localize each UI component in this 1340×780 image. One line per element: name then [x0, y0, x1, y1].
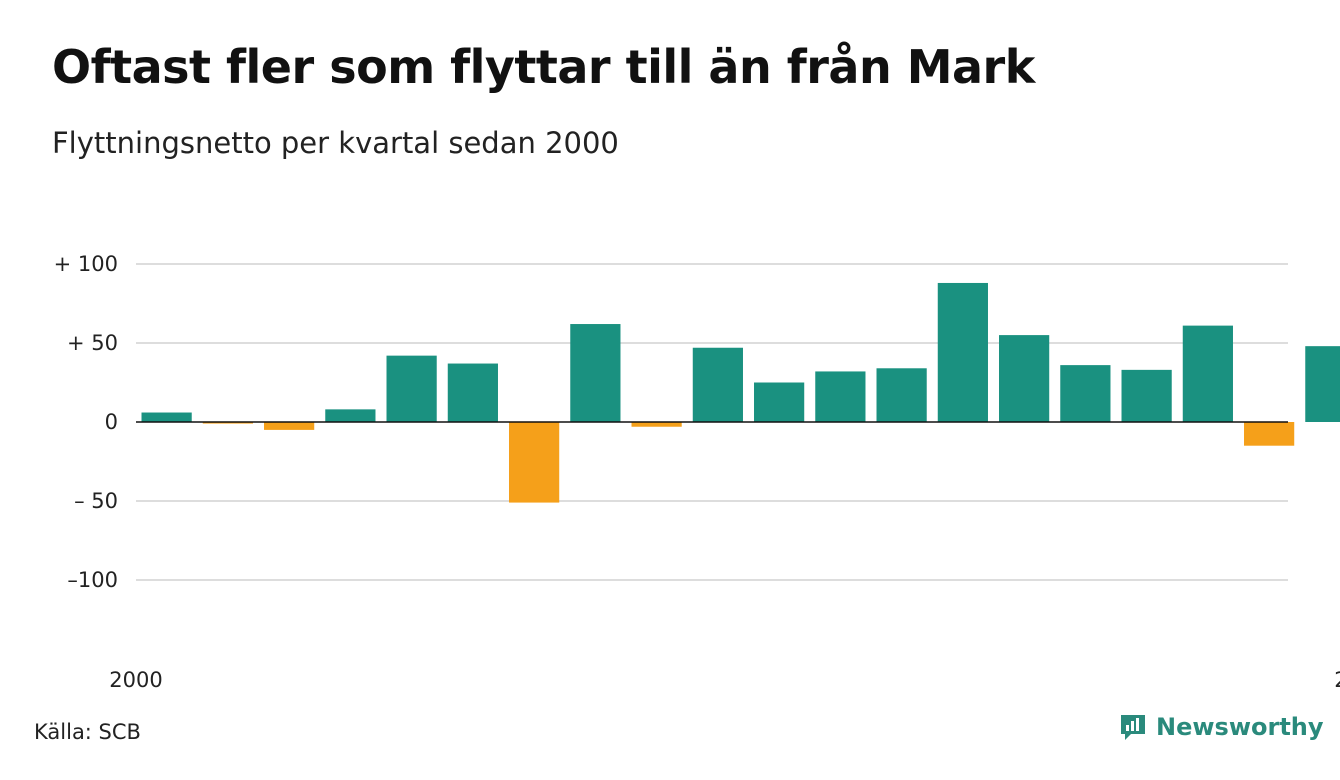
bar — [570, 324, 621, 422]
bar — [692, 347, 743, 422]
gridlines — [136, 263, 1288, 581]
x-tick-label: 2005 — [1334, 668, 1340, 692]
bar — [631, 422, 682, 427]
bar — [1305, 346, 1340, 422]
bar — [815, 371, 866, 422]
y-tick-label: – 50 — [74, 489, 118, 513]
x-tick-label: 2000 — [109, 668, 162, 692]
chart-title: Oftast fler som flyttar till än från Mar… — [52, 40, 1035, 94]
brand-name: Newsworthy — [1156, 713, 1324, 741]
bar — [1244, 422, 1295, 446]
bar — [1060, 365, 1111, 422]
bar — [754, 382, 805, 422]
newsworthy-logo-icon — [1121, 715, 1145, 740]
bar — [1182, 325, 1233, 422]
bar — [1121, 369, 1172, 422]
bar — [509, 422, 560, 503]
y-tick-label: + 100 — [54, 252, 118, 276]
y-tick-label: + 50 — [67, 331, 118, 355]
y-tick-label: –100 — [67, 568, 118, 592]
bar — [264, 422, 315, 430]
brand-logo: Newsworthy — [1118, 712, 1324, 742]
bar — [937, 282, 988, 422]
bar-chart: + 100+ 500– 50–100 20002005201020152020 — [54, 252, 1340, 692]
y-tick-label: 0 — [105, 410, 118, 434]
bar — [141, 412, 192, 422]
source-note: Källa: SCB — [34, 720, 141, 744]
bar — [999, 335, 1050, 422]
chart-subtitle: Flyttningsnetto per kvartal sedan 2000 — [52, 126, 619, 160]
bar — [876, 368, 927, 422]
bar — [202, 422, 253, 424]
bar — [325, 409, 376, 422]
bar — [447, 363, 498, 422]
bars — [141, 282, 1340, 503]
bar — [386, 355, 437, 422]
x-axis-labels: 20002005201020152020 — [109, 668, 1340, 692]
y-axis-labels: + 100 + 50 0 – 50 –100 — [54, 252, 118, 592]
